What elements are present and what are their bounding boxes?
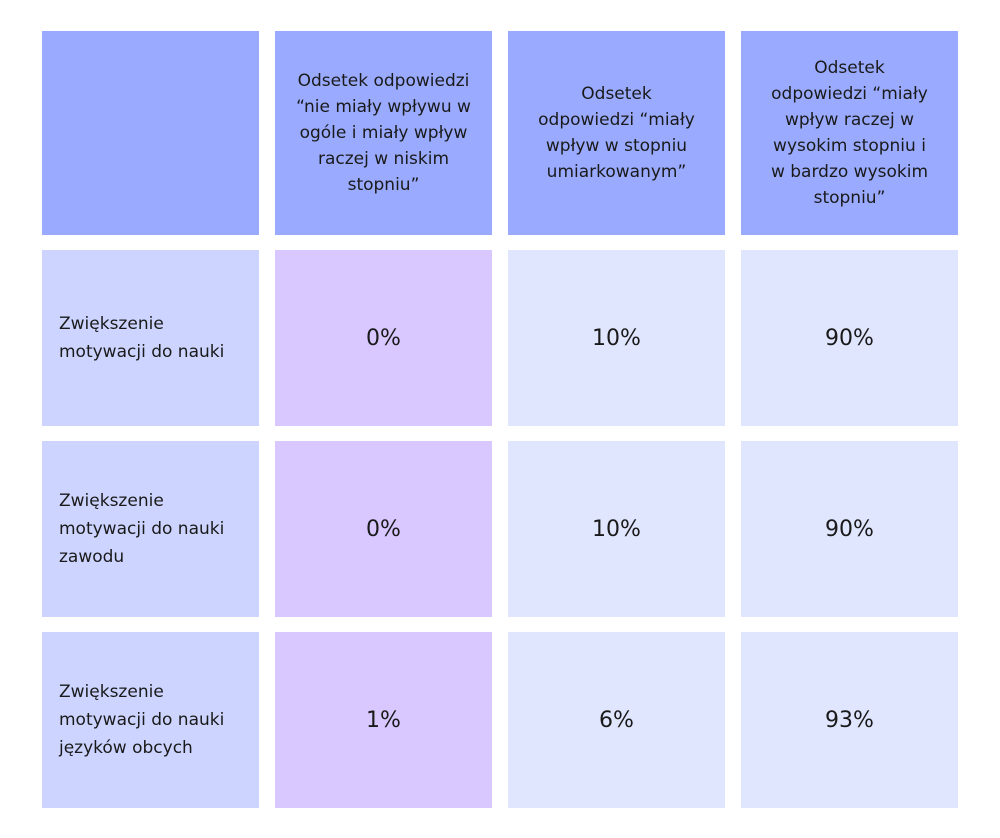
value-cell-high: 93% [741,632,958,808]
survey-table: Odsetek odpowiedzi “nie miały wpływu w o… [42,31,958,808]
header-cell-low-impact: Odsetek odpowiedzi “nie miały wpływu w o… [275,31,492,235]
value-label: 0% [366,516,401,542]
header-label-moderate-impact: Odsetek odpowiedzi “miały wpływ w stopni… [538,84,695,182]
value-label: 0% [366,325,401,351]
value-cell-low: 0% [275,250,492,426]
value-label: 10% [592,516,641,542]
row-label: Zwiększenie motywacji do nauki [59,314,225,362]
row-label: Zwiększenie motywacji do nauki zawodu [59,491,225,567]
value-label: 90% [825,516,874,542]
header-label-low-impact: Odsetek odpowiedzi “nie miały wpływu w o… [296,71,471,195]
value-cell-moderate: 6% [508,632,725,808]
row-label-cell: Zwiększenie motywacji do nauki języków o… [42,632,259,808]
header-cell-high-impact: Odsetek odpowiedzi “miały wpływ raczej w… [741,31,958,235]
value-label: 1% [366,707,401,733]
header-label-high-impact: Odsetek odpowiedzi “miały wpływ raczej w… [770,58,929,208]
value-cell-high: 90% [741,441,958,617]
value-cell-moderate: 10% [508,250,725,426]
value-label: 10% [592,325,641,351]
value-label: 93% [825,707,874,733]
row-label-cell: Zwiększenie motywacji do nauki zawodu [42,441,259,617]
row-label-cell: Zwiększenie motywacji do nauki [42,250,259,426]
value-label: 6% [599,707,634,733]
header-corner-cell [42,31,259,235]
value-cell-low: 0% [275,441,492,617]
value-label: 90% [825,325,874,351]
header-cell-moderate-impact: Odsetek odpowiedzi “miały wpływ w stopni… [508,31,725,235]
value-cell-high: 90% [741,250,958,426]
value-cell-moderate: 10% [508,441,725,617]
row-label: Zwiększenie motywacji do nauki języków o… [59,682,225,758]
value-cell-low: 1% [275,632,492,808]
